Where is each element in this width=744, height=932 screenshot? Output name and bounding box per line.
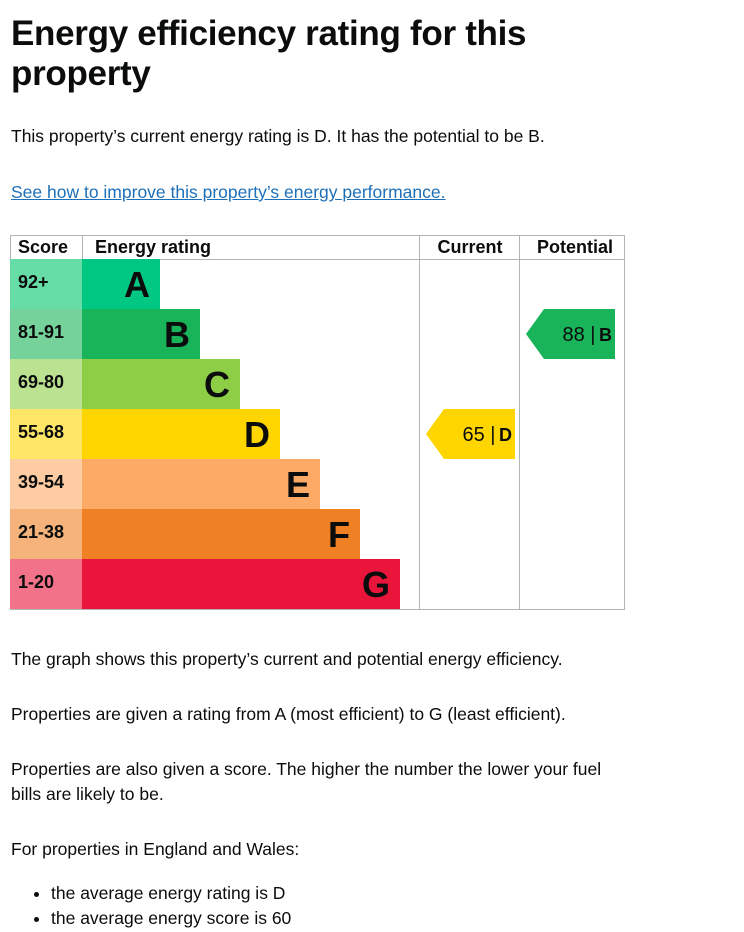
- band-d-bar: [82, 409, 280, 459]
- band-f-letter: F: [328, 514, 350, 555]
- current-score-label: 65 |: [463, 424, 496, 446]
- averages-list: the average energy rating is D the avera…: [11, 881, 291, 931]
- band-c-bar: [82, 359, 240, 409]
- band-e-score-cell: [10, 459, 82, 509]
- band-g-range: 1-20: [18, 572, 54, 592]
- chart-grid: [10, 235, 625, 610]
- band-e-bar: [82, 459, 320, 509]
- band-a-range: 92+: [18, 272, 49, 292]
- band-f-bar: [82, 509, 360, 559]
- band-f-range: 21-38: [18, 522, 64, 542]
- list-item: the average energy rating is D: [51, 881, 291, 906]
- current-column-header: Current: [437, 237, 502, 257]
- list-item: the average energy score is 60: [51, 906, 291, 931]
- band-b-score-cell: [10, 309, 82, 359]
- potential-rating-letter: B: [599, 325, 612, 345]
- improve-performance-link[interactable]: See how to improve this property’s energ…: [11, 182, 446, 202]
- band-d-letter: D: [244, 414, 270, 455]
- band-b-bar: [82, 309, 200, 359]
- intro-text: This property’s current energy rating is…: [11, 126, 545, 146]
- current-marker-arrow: [426, 409, 515, 459]
- band-d-score-cell: [10, 409, 82, 459]
- rating-column-header: Energy rating: [95, 237, 211, 257]
- band-a-score-cell: [10, 259, 82, 309]
- band-c-letter: C: [204, 364, 230, 405]
- score-column-header: Score: [18, 237, 68, 257]
- band-f-score-cell: [10, 509, 82, 559]
- band-g-score-cell: [10, 559, 82, 609]
- band-e-range: 39-54: [18, 472, 64, 492]
- score-note: Properties are also given a score. The h…: [11, 759, 602, 804]
- band-d-range: 55-68: [18, 422, 64, 442]
- band-b-range: 81-91: [18, 322, 64, 342]
- band-b-letter: B: [164, 314, 190, 355]
- region-intro: For properties in England and Wales:: [11, 839, 300, 859]
- band-g-letter: G: [362, 564, 390, 605]
- band-a-bar: [82, 259, 160, 309]
- potential-score-label: 88 |: [563, 324, 596, 346]
- potential-marker-arrow: [526, 309, 615, 359]
- band-c-score-cell: [10, 359, 82, 409]
- band-a-letter: A: [124, 264, 150, 305]
- rating-note: Properties are given a rating from A (mo…: [11, 704, 566, 724]
- page-title: Energy efficiency rating for this proper…: [11, 14, 527, 93]
- rating-bands: 92+ A 81-91 B 69-80 C 55-68 D 39-54 E 21-38 F 1-20 G: [10, 259, 400, 609]
- current-rating-letter: D: [499, 425, 512, 445]
- band-e-letter: E: [286, 464, 310, 505]
- graph-note: The graph shows this property’s current …: [11, 649, 563, 669]
- band-c-range: 69-80: [18, 372, 64, 392]
- band-g-bar: [82, 559, 400, 609]
- potential-column-header: Potential: [537, 237, 613, 257]
- rating-markers: 65 | D 88 | B: [426, 309, 615, 459]
